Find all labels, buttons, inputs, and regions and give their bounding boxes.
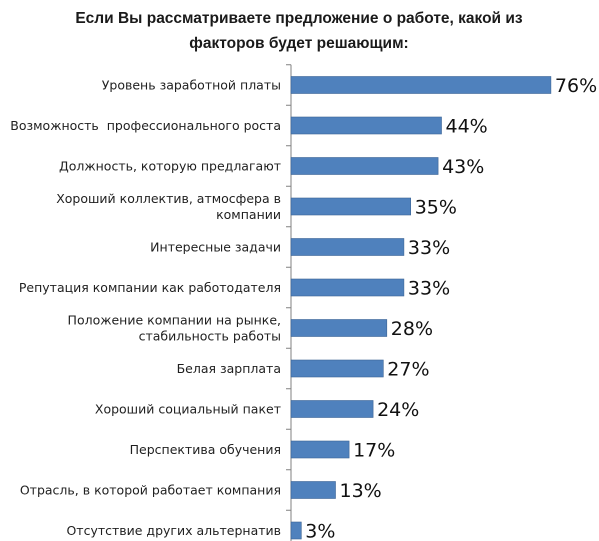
bar-11 [290, 521, 302, 540]
chart-title: Если Вы рассматриваете предложение о раб… [75, 10, 523, 52]
category-label-0: Уровень заработной платы [102, 78, 281, 93]
category-label-3-line-1: Хороший коллектив, атмосфера в [56, 191, 281, 206]
chart-title-line-2: факторов будет решающим: [189, 35, 408, 52]
data-label-9: 17% [353, 440, 395, 462]
bar-3 [290, 197, 411, 216]
category-label-8: Хороший социальный пакет [95, 402, 281, 417]
category-label-9: Перспектива обучения [130, 442, 281, 457]
data-label-6: 28% [391, 318, 433, 340]
data-label-2: 43% [442, 156, 484, 178]
category-label-6-line-1: Положение компании на рынке, [68, 313, 281, 328]
data-label-11: 3% [305, 521, 335, 541]
bar-8 [290, 400, 374, 418]
plot-area: 76% Уровень заработной платы 44% Возможност… [10, 64, 597, 541]
chart-title-line-1: Если Вы рассматриваете предложение о раб… [75, 10, 523, 27]
category-label-2: Должность, которую предлагают [59, 159, 281, 174]
category-label-4: Интересные задачи [150, 240, 281, 255]
data-label-7: 27% [387, 359, 429, 381]
bar-9 [290, 440, 350, 459]
category-label-6-line-2: стабильность работы [139, 329, 281, 344]
bar-4 [290, 238, 405, 256]
bar-10 [290, 481, 336, 499]
bar-0 [290, 76, 552, 94]
category-label-3-line-2: компании [216, 207, 281, 222]
bar-2 [290, 157, 439, 175]
data-label-5: 33% [408, 278, 450, 300]
bar-5 [290, 278, 405, 297]
data-label-1: 44% [446, 116, 488, 138]
bar-1 [290, 116, 442, 135]
category-label-7: Белая зарплата [177, 361, 281, 376]
data-label-4: 33% [408, 237, 450, 259]
data-label-8: 24% [377, 399, 419, 421]
category-label-5: Репутация компании как работодателя [19, 280, 281, 295]
category-label-10: Отрасль, в которой работает компания [20, 483, 281, 498]
category-label-1: Возможность профессионального роста [10, 118, 281, 133]
category-label-11: Отсутствие других альтернатив [66, 523, 281, 538]
data-label-3: 35% [415, 197, 457, 219]
bar-7 [290, 359, 384, 378]
data-label-0: 76% [555, 75, 597, 97]
bar-6 [290, 319, 388, 337]
data-label-10: 13% [340, 480, 382, 502]
